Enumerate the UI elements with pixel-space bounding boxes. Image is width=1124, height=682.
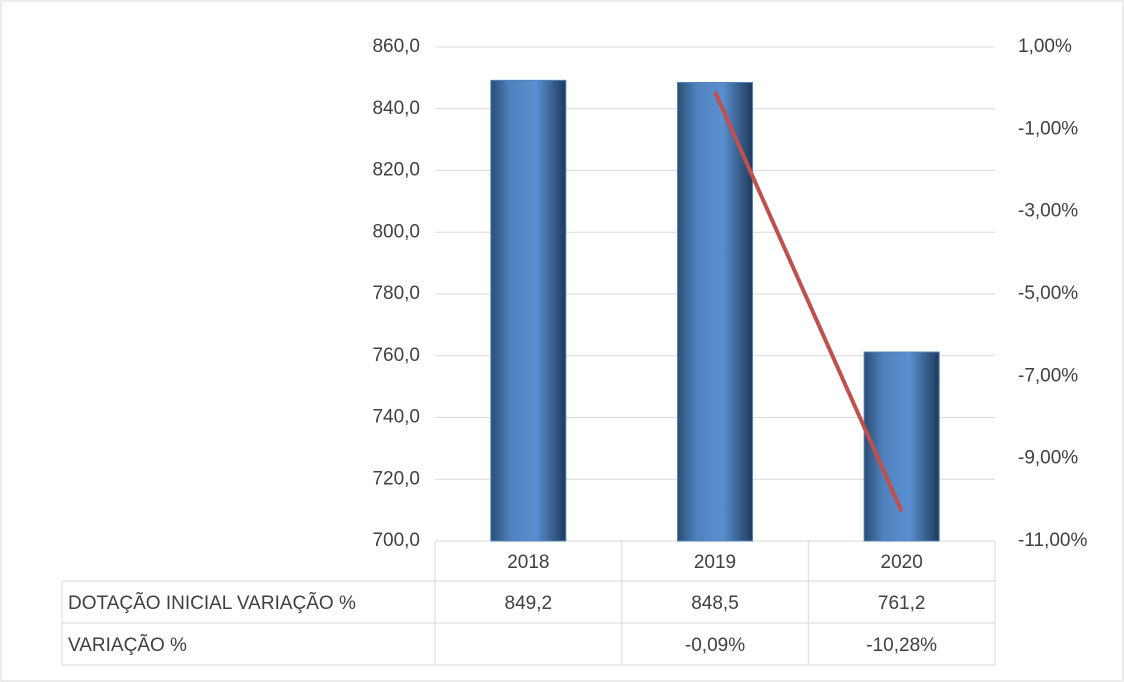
table-row-label: VARIAÇÃO %	[68, 634, 187, 656]
y2-tick-label: -9,00%	[1018, 448, 1078, 469]
y2-tick-label: -1,00%	[1018, 118, 1078, 139]
y2-tick-label: -3,00%	[1018, 201, 1078, 222]
bar	[490, 79, 567, 542]
x-tick-label: 2019	[694, 552, 736, 573]
y-tick-label: 820,0	[372, 160, 420, 181]
y2-tick-label: 1,00%	[1018, 36, 1072, 57]
table-value: -10,28%	[866, 635, 937, 656]
bar	[677, 82, 753, 542]
table-value: 848,5	[691, 593, 739, 614]
y2-tick-label: -11,00%	[1018, 530, 1087, 551]
y-tick-label: 720,0	[372, 468, 420, 489]
bar	[863, 351, 940, 542]
x-tick-label: 2020	[881, 552, 923, 573]
table-value: 761,2	[878, 593, 926, 614]
y2-tick-label: -5,00%	[1018, 283, 1078, 304]
table-row-label: DOTAÇÃO INICIAL VARIAÇÃO %	[68, 592, 356, 614]
line	[713, 91, 904, 513]
y-tick-label: 700,0	[372, 530, 420, 551]
y-tick-label: 840,0	[372, 98, 420, 119]
table-value: -0,09%	[685, 635, 745, 656]
y-tick-label: 740,0	[372, 407, 420, 428]
x-tick-label: 2018	[507, 552, 549, 573]
y-tick-label: 860,0	[372, 36, 420, 57]
y-tick-label: 800,0	[372, 221, 420, 242]
table-value: 849,2	[505, 593, 553, 614]
y2-tick-label: -7,00%	[1018, 365, 1078, 386]
y-tick-label: 780,0	[372, 283, 420, 304]
y-tick-label: 760,0	[372, 345, 420, 366]
